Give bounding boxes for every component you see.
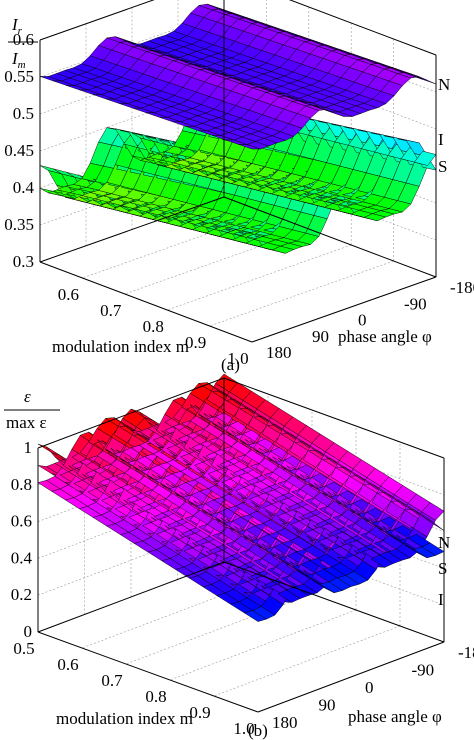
panel-a-ylabel: phase angle φ — [338, 327, 432, 346]
y-tick-label: -90 — [404, 294, 427, 313]
x-tick-label: 1.0 — [227, 349, 248, 368]
panel-b-z-ticks: 0 0.2 0.4 0.6 0.8 1 — [11, 438, 33, 641]
x-tick-label: 0.6 — [58, 285, 79, 304]
z-tick-label: 0.8 — [11, 475, 32, 494]
y-tick-label: -180 — [458, 643, 474, 662]
panel-a-zlabel-den: Im — [11, 49, 26, 71]
panel-b-surfaces — [37, 373, 445, 622]
panel-a-x-ticks: 0.6 0.7 0.8 0.9 1.0 — [58, 285, 249, 368]
axis-edge — [251, 276, 437, 343]
z-tick-label: 1 — [24, 438, 33, 457]
y-tick-label: 0 — [365, 678, 374, 697]
panel-b-y-ticks: -180 -90 0 90 180 — [272, 643, 474, 732]
x-tick-label: 0.8 — [145, 687, 166, 706]
z-tick-label: 0.5 — [13, 104, 34, 123]
series-label-I: I — [438, 590, 444, 609]
axis-edge — [39, 0, 155, 41]
surface-patch-S — [421, 502, 445, 521]
series-label-S: S — [438, 559, 447, 578]
panel-b-xlabel: modulation index m — [56, 709, 193, 728]
y-tick-label: -90 — [412, 661, 435, 680]
x-tick-label: 0.7 — [101, 671, 123, 690]
panel-a-y-ticks: -180 -90 0 90 180 — [266, 278, 474, 362]
surface-patch-N — [414, 75, 437, 85]
axis-edge — [223, 561, 445, 643]
z-tick-label: 0.2 — [11, 585, 32, 604]
surface-patch-S — [414, 150, 437, 166]
x-tick-label: 0.9 — [189, 703, 210, 722]
axis-edge — [39, 196, 225, 263]
x-floor-gridline — [169, 609, 357, 681]
y-tick-label: 180 — [272, 713, 298, 732]
panel-a-label: (a) — [221, 355, 240, 374]
panel-b-zlabel-den: max ε — [6, 413, 47, 432]
x-tick-label: 0.6 — [57, 655, 78, 674]
panel-b-label: (b) — [248, 721, 268, 740]
x-tick-label: 0.5 — [13, 639, 34, 658]
x-floor-gridline — [209, 260, 394, 327]
x-tick-label: 1.0 — [233, 719, 254, 738]
panel-b-axes — [37, 377, 445, 713]
panel-a-axes — [39, 0, 437, 343]
axis-edge — [37, 377, 225, 449]
y-tick-label: -180 — [450, 278, 474, 297]
z-tick-label: 0.55 — [4, 67, 34, 86]
panel-b-ylabel: phase angle φ — [348, 707, 442, 726]
x-tick-label: 0.8 — [143, 317, 164, 336]
z-tick-label: 0.4 — [13, 178, 35, 197]
y-tick-label: 0 — [358, 311, 367, 330]
axis-edge — [288, 0, 437, 56]
series-label-N: N — [438, 533, 450, 552]
axis-edge — [223, 196, 437, 278]
panel-a: 0.3 0.35 0.4 0.45 0.5 0.55 0.6 0.6 0.7 0.8 0.9 1.0… — [4, 0, 474, 374]
z-tick-label: 0 — [24, 622, 33, 641]
z-tick-label: 0.4 — [11, 548, 33, 567]
z-gridline — [39, 85, 437, 167]
x-floor-gridline — [213, 625, 401, 697]
axis-edge — [37, 631, 259, 713]
surface-patch-N — [421, 515, 445, 531]
z-tick-label: 0.45 — [4, 141, 34, 160]
series-label-S: S — [438, 157, 447, 176]
panel-a-z-ticks: 0.3 0.35 0.4 0.45 0.5 0.55 0.6 — [4, 30, 34, 271]
axis-edge — [37, 561, 225, 633]
axis-edge — [257, 641, 445, 713]
panel-b-x-ticks: 0.5 0.6 0.7 0.8 0.9 1.0 — [13, 639, 254, 738]
series-label-I: I — [438, 130, 444, 149]
x-tick-label: 0.9 — [185, 333, 206, 352]
x-floor-gridline — [125, 593, 313, 665]
z-tick-label: 0.6 — [11, 512, 32, 531]
y-tick-label: 180 — [266, 343, 292, 362]
axis-edge — [39, 261, 253, 343]
y-tick-label: 90 — [312, 327, 329, 346]
x-floor-gridline — [167, 244, 352, 311]
z-tick-label: 0.3 — [13, 252, 34, 271]
axis-edge — [223, 377, 445, 459]
series-label-N: N — [438, 75, 450, 94]
z-tick-label: 0.35 — [4, 215, 34, 234]
panel-b-zlabel-num: ε — [24, 387, 31, 406]
panel-b: 0 0.2 0.4 0.6 0.8 1 0.5 0.6 0.7 0.8 0.9 1.0 -180 -9… — [4, 373, 474, 740]
y-tick-label: 90 — [319, 696, 336, 715]
panel-a-zlabel-num: Ir — [11, 15, 23, 37]
surface-patch-I — [421, 542, 445, 556]
panel-a-surfaces — [39, 3, 437, 254]
x-tick-label: 0.7 — [100, 301, 122, 320]
panel-a-series-labels: N IS — [438, 75, 450, 176]
z-tick-label: 0.6 — [13, 30, 34, 49]
panel-b-series-labels: NSI — [438, 533, 450, 609]
panel-a-xlabel: modulation index m — [52, 337, 189, 356]
